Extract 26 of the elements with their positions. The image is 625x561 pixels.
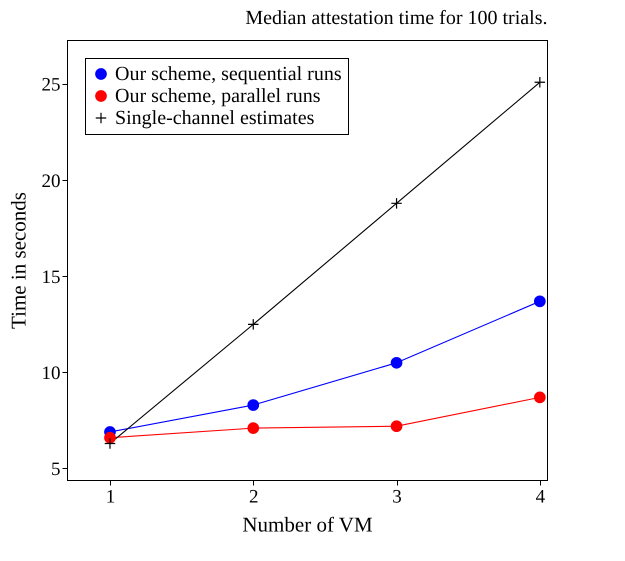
point — [390, 356, 402, 369]
x-tick-label: 1 — [106, 486, 116, 508]
legend-label: Our scheme, parallel runs — [115, 85, 321, 107]
point — [104, 438, 116, 450]
x-tick-label: 3 — [392, 486, 402, 508]
y-tick-label: 20 — [42, 170, 60, 192]
y-tick-label: 25 — [42, 74, 60, 96]
point — [247, 318, 260, 330]
point — [247, 399, 260, 411]
point — [247, 422, 260, 434]
x-tick-label: 2 — [249, 486, 259, 508]
point — [390, 197, 402, 210]
y-tick-label: 5 — [51, 458, 60, 480]
chart-title: Median attestation time for 100 trials. — [245, 7, 548, 29]
x-tick-label: 4 — [536, 486, 546, 508]
point — [104, 432, 116, 444]
x-axis-title: Number of VM — [242, 512, 373, 536]
legend-label: Our scheme, sequential runs — [115, 63, 342, 85]
point — [534, 76, 546, 88]
legend-label: Single-channel estimates — [115, 107, 315, 129]
y-tick-label: 15 — [42, 266, 60, 288]
point — [390, 420, 402, 432]
point — [534, 295, 546, 308]
y-axis-title: Time in seconds — [6, 192, 30, 329]
point — [534, 392, 546, 404]
y-tick-label: 10 — [42, 362, 60, 384]
